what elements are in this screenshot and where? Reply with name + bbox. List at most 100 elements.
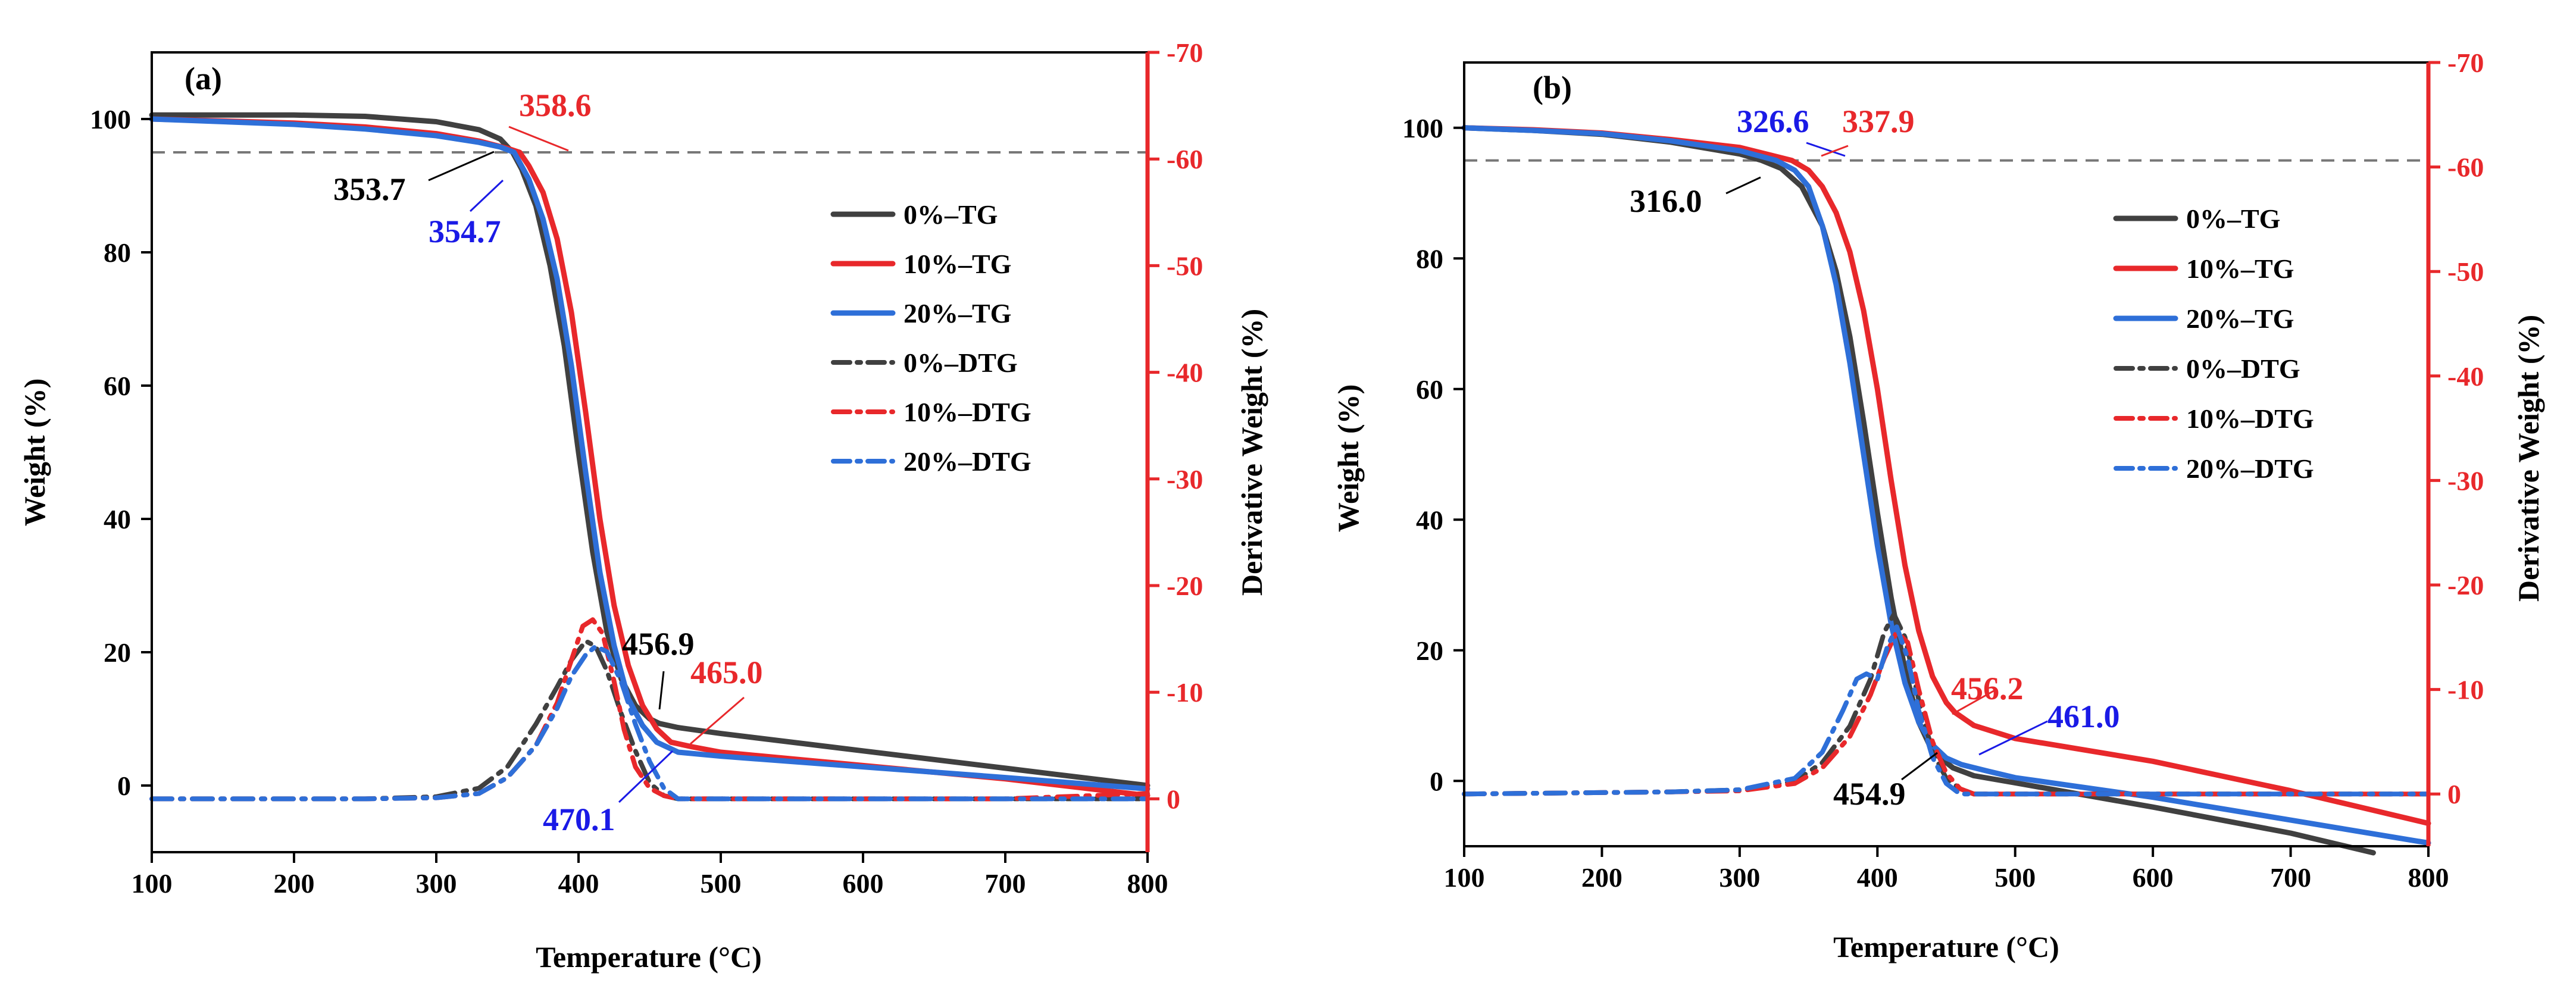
panel-b-series-10-dtg (1462, 630, 2431, 797)
panel-a-y-tick-label: 100 (90, 104, 131, 134)
legend-label: 20%–DTG (2186, 453, 2314, 484)
annotation-label: 456.2 (1951, 671, 2024, 706)
panel-a-label: (a) (185, 61, 222, 96)
panel-a-right-tick-label: -20 (1167, 571, 1203, 601)
annotation-label: 353.7 (333, 171, 406, 207)
panel-a-series-0-tg (149, 112, 1151, 789)
legend-label: 10%–TG (904, 249, 1011, 279)
panel-b-right-tick-label: -40 (2447, 361, 2484, 392)
panel-b-right-tick-label: -70 (2447, 48, 2484, 78)
panel-b-x-tick-label: 100 (1444, 862, 1485, 893)
panel-b-y-tick-label: 80 (1416, 243, 1443, 274)
annotation-label: 465.0 (690, 655, 763, 690)
annotation-label: 470.1 (543, 802, 615, 837)
annotation-leader (690, 696, 745, 745)
legend-label: 0%–DTG (904, 348, 1018, 378)
annotation-label: 358.6 (519, 87, 592, 123)
panel-a-x-tick-label: 400 (558, 868, 599, 899)
panel-b-right-tick-label: -30 (2447, 465, 2484, 496)
panel-a-y-tick-label: 40 (104, 504, 131, 534)
panel-a-y-tick-label: 20 (104, 637, 131, 668)
panel-b-y-tick-label: 0 (1430, 766, 1443, 796)
annotation-leader (1978, 720, 2048, 756)
annotation-label: 454.9 (1833, 776, 1906, 812)
panel-a-y-tick-label: 0 (117, 771, 131, 801)
panel-a-x-tick-label: 200 (274, 868, 315, 899)
panel-b-series-group (1461, 125, 2431, 856)
legend-label: 10%–TG (2186, 254, 2294, 284)
panel-a-right-tick-label: -50 (1167, 251, 1203, 281)
legend-label: 0%–TG (2186, 204, 2280, 234)
panel-a-x-tick-label: 300 (416, 868, 457, 899)
panel-a-right-tick-label: -40 (1167, 358, 1203, 388)
panel-a-series-20-tg (149, 116, 1151, 792)
annotation-label: 461.0 (2047, 699, 2120, 734)
panel-b-x-axis-title: Temperature (°C) (1833, 930, 2059, 963)
panel-b-series-20-dtg (1462, 624, 2431, 797)
panel-b: 100 200 300 400 500 600 700 800 0 20 40 60 80 100 0 -10… (1331, 48, 2545, 963)
legend-label: 20%–TG (2186, 303, 2294, 334)
panel-b-label: (b) (1533, 70, 1572, 105)
panel-b-y-tick-label: 100 (1402, 113, 1443, 143)
panel-b-x-tick-label: 400 (1857, 862, 1898, 893)
annotation-leader (508, 126, 569, 152)
panel-b-x-tick-label: 500 (1994, 862, 2036, 893)
annotation-leader (1806, 142, 1846, 157)
panel-b-annotations: 326.6 337.9 316.0 456.2 461.0 454.9 (1630, 104, 2120, 812)
annotation-leader (658, 671, 665, 710)
panel-a-y-tick-label: 60 (104, 371, 131, 401)
panel-a-x-tick-label: 800 (1127, 868, 1168, 899)
legend-label: 20%–TG (904, 298, 1011, 328)
panel-a-right-tick-label: -10 (1167, 677, 1203, 708)
panel-b-y-tick-label: 40 (1416, 505, 1443, 535)
annotation-label: 326.6 (1737, 104, 1809, 139)
panel-b-y-tick-label: 20 (1416, 636, 1443, 666)
panel-b-x-tick-label: 300 (1719, 862, 1760, 893)
panel-a-right-tick-label: -60 (1167, 144, 1203, 174)
panel-a-legend: 0%–TG 10%–TG 20%–TG 0%–DTG 10%–DTG 20%–DTG (830, 199, 1031, 477)
panel-a: 100 200 300 400 500 600 700 800 0 20 40 60 80 100 0 -10… (18, 37, 1268, 974)
panel-b-x-tick-label: 700 (2270, 862, 2311, 893)
annotation-leader (618, 750, 674, 803)
panel-b-x-tick-label: 800 (2408, 862, 2449, 893)
annotation-leader (469, 179, 504, 212)
panel-b-legend: 0%–TG 10%–TG 20%–TG 0%–DTG 10%–DTG 20%–DTG (2113, 204, 2314, 484)
panel-a-series-group (149, 112, 1151, 802)
annotation-label: 456.9 (622, 626, 695, 662)
panel-a-x-tick-label: 500 (701, 868, 742, 899)
annotation-leader (1952, 688, 1997, 715)
panel-b-right-axis-title: Derivative Weight (%) (2512, 315, 2545, 602)
panel-a-x-tick-label: 100 (132, 868, 173, 899)
legend-label: 10%–DTG (904, 397, 1031, 427)
panel-b-right-tick-label: -50 (2447, 256, 2484, 287)
panel-a-right-tick-label: -30 (1167, 464, 1203, 495)
panel-b-x-tick-label: 600 (2133, 862, 2174, 893)
legend-label: 0%–TG (904, 199, 998, 230)
panel-a-y-tick-label: 80 (104, 237, 131, 268)
panel-a-right-tick-label: -70 (1167, 37, 1203, 68)
panel-a-y-axis-title: Weight (%) (18, 378, 51, 527)
panel-b-series-20-tg (1461, 125, 2431, 846)
legend-label: 0%–DTG (2186, 353, 2300, 384)
panel-b-axes: 100 200 300 400 500 600 700 800 0 20 40 60 80 100 0 -10… (1402, 48, 2484, 893)
panel-a-axes: 100 200 300 400 500 600 700 800 0 20 40 60 80 100 0 -10… (90, 37, 1203, 899)
panel-a-series-20-dtg (149, 644, 1150, 802)
panel-b-series-0-tg (1461, 125, 2376, 856)
panel-b-right-tick-label: -60 (2447, 152, 2484, 183)
panel-a-x-tick-label: 700 (985, 868, 1026, 899)
panel-b-x-tick-label: 200 (1581, 862, 1622, 893)
annotation-label: 316.0 (1630, 183, 1702, 219)
panel-a-x-tick-label: 600 (843, 868, 884, 899)
legend-label: 20%–DTG (904, 446, 1031, 477)
annotation-leader (1821, 145, 1849, 157)
annotation-leader (1901, 752, 1938, 781)
panel-a-x-axis-title: Temperature (°C) (536, 940, 762, 974)
panel-b-right-tick-label: 0 (2447, 779, 2461, 809)
panel-a-right-axis-title: Derivative Weight (%) (1235, 309, 1268, 596)
panel-b-y-axis-title: Weight (%) (1331, 384, 1365, 533)
legend-label: 10%–DTG (2186, 403, 2314, 434)
annotation-leader (428, 151, 495, 182)
panel-a-right-tick-label: 0 (1167, 784, 1180, 814)
